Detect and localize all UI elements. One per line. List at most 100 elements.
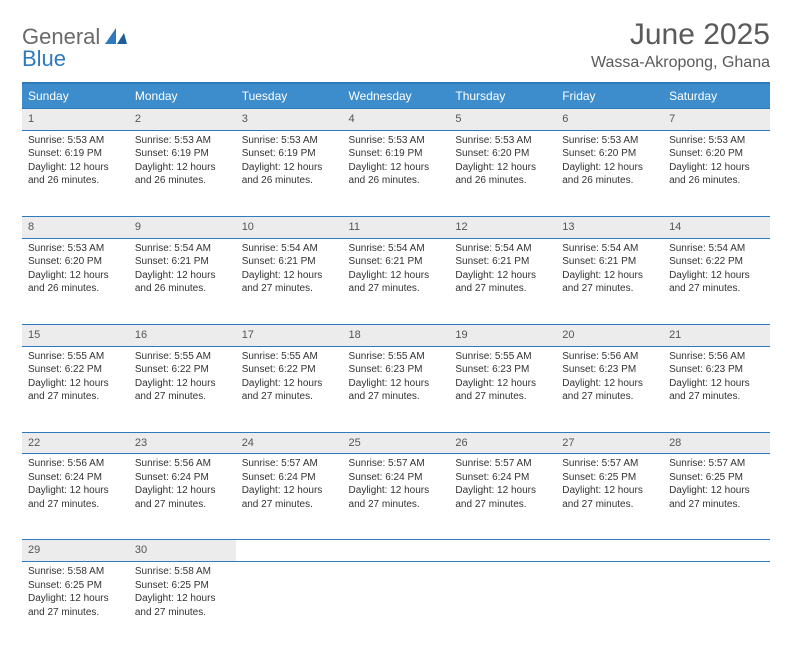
sunrise-line: Sunrise: 5:57 AM	[669, 457, 764, 471]
daylight-line: Daylight: 12 hours and 27 minutes.	[28, 592, 123, 619]
daylight-line: Daylight: 12 hours and 27 minutes.	[28, 377, 123, 404]
sunrise-line: Sunrise: 5:57 AM	[242, 457, 337, 471]
daylight-line: Daylight: 12 hours and 27 minutes.	[28, 484, 123, 511]
content-row: Sunrise: 5:53 AMSunset: 6:19 PMDaylight:…	[22, 130, 770, 216]
weekday-header: Wednesday	[343, 83, 450, 109]
day-content-cell: Sunrise: 5:57 AMSunset: 6:25 PMDaylight:…	[663, 454, 770, 540]
day-content-cell: Sunrise: 5:56 AMSunset: 6:24 PMDaylight:…	[129, 454, 236, 540]
day-number-cell: 8	[22, 216, 129, 238]
daylight-line: Daylight: 12 hours and 27 minutes.	[562, 484, 657, 511]
sunset-line: Sunset: 6:19 PM	[28, 147, 123, 161]
weekday-header: Tuesday	[236, 83, 343, 109]
day-number-cell	[663, 540, 770, 562]
sunrise-line: Sunrise: 5:54 AM	[669, 242, 764, 256]
day-content-cell	[236, 562, 343, 648]
day-content-cell: Sunrise: 5:53 AMSunset: 6:19 PMDaylight:…	[129, 130, 236, 216]
sunset-line: Sunset: 6:23 PM	[349, 363, 444, 377]
weekday-header: Friday	[556, 83, 663, 109]
sunset-line: Sunset: 6:25 PM	[669, 471, 764, 485]
daylight-line: Daylight: 12 hours and 27 minutes.	[455, 484, 550, 511]
day-number-cell: 10	[236, 216, 343, 238]
sunrise-line: Sunrise: 5:53 AM	[242, 134, 337, 148]
day-number-cell: 6	[556, 109, 663, 131]
day-content-cell: Sunrise: 5:53 AMSunset: 6:20 PMDaylight:…	[22, 238, 129, 324]
sunset-line: Sunset: 6:25 PM	[135, 579, 230, 593]
sunset-line: Sunset: 6:24 PM	[28, 471, 123, 485]
daylight-line: Daylight: 12 hours and 26 minutes.	[349, 161, 444, 188]
daylight-line: Daylight: 12 hours and 27 minutes.	[349, 377, 444, 404]
day-content-cell	[449, 562, 556, 648]
day-content-cell: Sunrise: 5:55 AMSunset: 6:22 PMDaylight:…	[129, 346, 236, 432]
sunrise-line: Sunrise: 5:55 AM	[135, 350, 230, 364]
sunrise-line: Sunrise: 5:54 AM	[135, 242, 230, 256]
daylight-line: Daylight: 12 hours and 26 minutes.	[28, 269, 123, 296]
day-content-cell	[663, 562, 770, 648]
sunrise-line: Sunrise: 5:55 AM	[455, 350, 550, 364]
sunrise-line: Sunrise: 5:53 AM	[135, 134, 230, 148]
sunset-line: Sunset: 6:21 PM	[349, 255, 444, 269]
weekday-header: Monday	[129, 83, 236, 109]
sunrise-line: Sunrise: 5:54 AM	[349, 242, 444, 256]
sunrise-line: Sunrise: 5:54 AM	[242, 242, 337, 256]
day-number-cell: 24	[236, 432, 343, 454]
day-number-cell: 16	[129, 324, 236, 346]
day-number-cell: 26	[449, 432, 556, 454]
day-content-cell: Sunrise: 5:53 AMSunset: 6:20 PMDaylight:…	[556, 130, 663, 216]
sunrise-line: Sunrise: 5:57 AM	[562, 457, 657, 471]
sunrise-line: Sunrise: 5:57 AM	[455, 457, 550, 471]
daynum-row: 1234567	[22, 109, 770, 131]
day-number-cell: 30	[129, 540, 236, 562]
sunset-line: Sunset: 6:23 PM	[455, 363, 550, 377]
sunrise-line: Sunrise: 5:53 AM	[28, 134, 123, 148]
day-number-cell: 9	[129, 216, 236, 238]
day-number-cell	[449, 540, 556, 562]
sunrise-line: Sunrise: 5:55 AM	[349, 350, 444, 364]
sunrise-line: Sunrise: 5:58 AM	[28, 565, 123, 579]
daylight-line: Daylight: 12 hours and 27 minutes.	[135, 592, 230, 619]
day-number-cell: 17	[236, 324, 343, 346]
sunset-line: Sunset: 6:24 PM	[242, 471, 337, 485]
calendar-table: Sunday Monday Tuesday Wednesday Thursday…	[22, 82, 770, 648]
month-title: June 2025	[591, 18, 770, 52]
sunset-line: Sunset: 6:21 PM	[562, 255, 657, 269]
daylight-line: Daylight: 12 hours and 27 minutes.	[242, 377, 337, 404]
daylight-line: Daylight: 12 hours and 27 minutes.	[242, 484, 337, 511]
day-content-cell: Sunrise: 5:56 AMSunset: 6:24 PMDaylight:…	[22, 454, 129, 540]
sunrise-line: Sunrise: 5:53 AM	[349, 134, 444, 148]
content-row: Sunrise: 5:53 AMSunset: 6:20 PMDaylight:…	[22, 238, 770, 324]
day-number-cell: 2	[129, 109, 236, 131]
sunrise-line: Sunrise: 5:54 AM	[455, 242, 550, 256]
daylight-line: Daylight: 12 hours and 27 minutes.	[455, 377, 550, 404]
sunrise-line: Sunrise: 5:53 AM	[562, 134, 657, 148]
daylight-line: Daylight: 12 hours and 27 minutes.	[669, 377, 764, 404]
sunset-line: Sunset: 6:24 PM	[349, 471, 444, 485]
day-number-cell: 20	[556, 324, 663, 346]
day-number-cell: 3	[236, 109, 343, 131]
sunset-line: Sunset: 6:20 PM	[669, 147, 764, 161]
daylight-line: Daylight: 12 hours and 27 minutes.	[669, 269, 764, 296]
daylight-line: Daylight: 12 hours and 26 minutes.	[28, 161, 123, 188]
sunset-line: Sunset: 6:21 PM	[242, 255, 337, 269]
day-content-cell: Sunrise: 5:55 AMSunset: 6:22 PMDaylight:…	[236, 346, 343, 432]
day-content-cell: Sunrise: 5:55 AMSunset: 6:23 PMDaylight:…	[449, 346, 556, 432]
daylight-line: Daylight: 12 hours and 27 minutes.	[455, 269, 550, 296]
day-number-cell: 14	[663, 216, 770, 238]
daylight-line: Daylight: 12 hours and 26 minutes.	[135, 269, 230, 296]
day-content-cell: Sunrise: 5:56 AMSunset: 6:23 PMDaylight:…	[556, 346, 663, 432]
logo-line2: Blue	[22, 40, 66, 72]
day-content-cell	[556, 562, 663, 648]
day-number-cell: 11	[343, 216, 450, 238]
daylight-line: Daylight: 12 hours and 26 minutes.	[135, 161, 230, 188]
sunrise-line: Sunrise: 5:54 AM	[562, 242, 657, 256]
day-content-cell: Sunrise: 5:53 AMSunset: 6:19 PMDaylight:…	[22, 130, 129, 216]
day-content-cell: Sunrise: 5:57 AMSunset: 6:24 PMDaylight:…	[343, 454, 450, 540]
weekday-header-row: Sunday Monday Tuesday Wednesday Thursday…	[22, 83, 770, 109]
header: General June 2025 Wassa-Akropong, Ghana	[22, 18, 770, 72]
day-number-cell: 25	[343, 432, 450, 454]
day-number-cell: 18	[343, 324, 450, 346]
day-content-cell: Sunrise: 5:57 AMSunset: 6:24 PMDaylight:…	[236, 454, 343, 540]
day-content-cell: Sunrise: 5:53 AMSunset: 6:20 PMDaylight:…	[663, 130, 770, 216]
day-number-cell: 23	[129, 432, 236, 454]
sunrise-line: Sunrise: 5:58 AM	[135, 565, 230, 579]
daylight-line: Daylight: 12 hours and 27 minutes.	[349, 484, 444, 511]
